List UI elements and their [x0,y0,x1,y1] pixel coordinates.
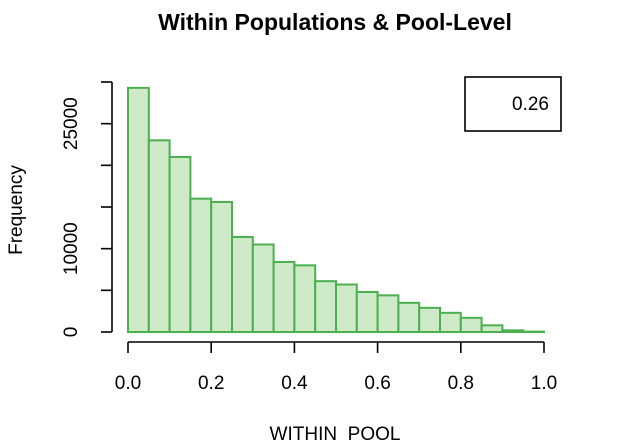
histogram-bar [231,236,254,333]
x-tick-label: 0.0 [115,373,141,394]
bars-group [127,86,546,334]
histogram-bar [397,301,421,334]
histogram-bar [147,139,171,333]
histogram-bar [459,316,483,334]
x-tick-label: 0.2 [198,373,224,394]
histogram-bar [480,324,504,334]
histogram-bar [127,86,150,334]
histogram-bar [272,261,296,333]
x-tick-label: 1.0 [531,373,557,394]
y-tick-label: 10000 [61,222,82,275]
legend: 0.26 [464,76,562,132]
chart-title: Within Populations & Pool-Level [158,9,512,35]
legend-box [464,76,562,132]
x-tick-label: 0.4 [281,373,308,394]
x-tick-label: 0.8 [448,373,474,394]
histogram-bar [439,311,462,334]
histogram-bar [189,197,213,333]
histogram-bar [335,283,358,333]
legend-text: 0.26 [512,94,549,115]
histogram-bar [168,156,192,333]
histogram-bar [314,280,338,333]
y-tick-label: 25000 [61,97,82,150]
histogram-bar [251,243,275,333]
histogram-bar [376,294,400,334]
histogram-bar [501,329,525,334]
x-axis-ticks: 0.0 0.2 0.4 0.6 0.8 1.0 [115,342,557,394]
x-axis-label: WITHIN_POOL [270,424,401,442]
histogram-bar [293,264,317,334]
histogram-bar [355,291,379,333]
y-axis-label: Frequency [6,165,27,255]
y-axis-ticks: 0 10000 25000 [61,81,112,338]
histogram-bar [210,201,233,333]
y-tick-label: 0 [61,327,82,338]
x-tick-label: 0.6 [364,373,390,394]
histogram-bar [418,306,442,334]
